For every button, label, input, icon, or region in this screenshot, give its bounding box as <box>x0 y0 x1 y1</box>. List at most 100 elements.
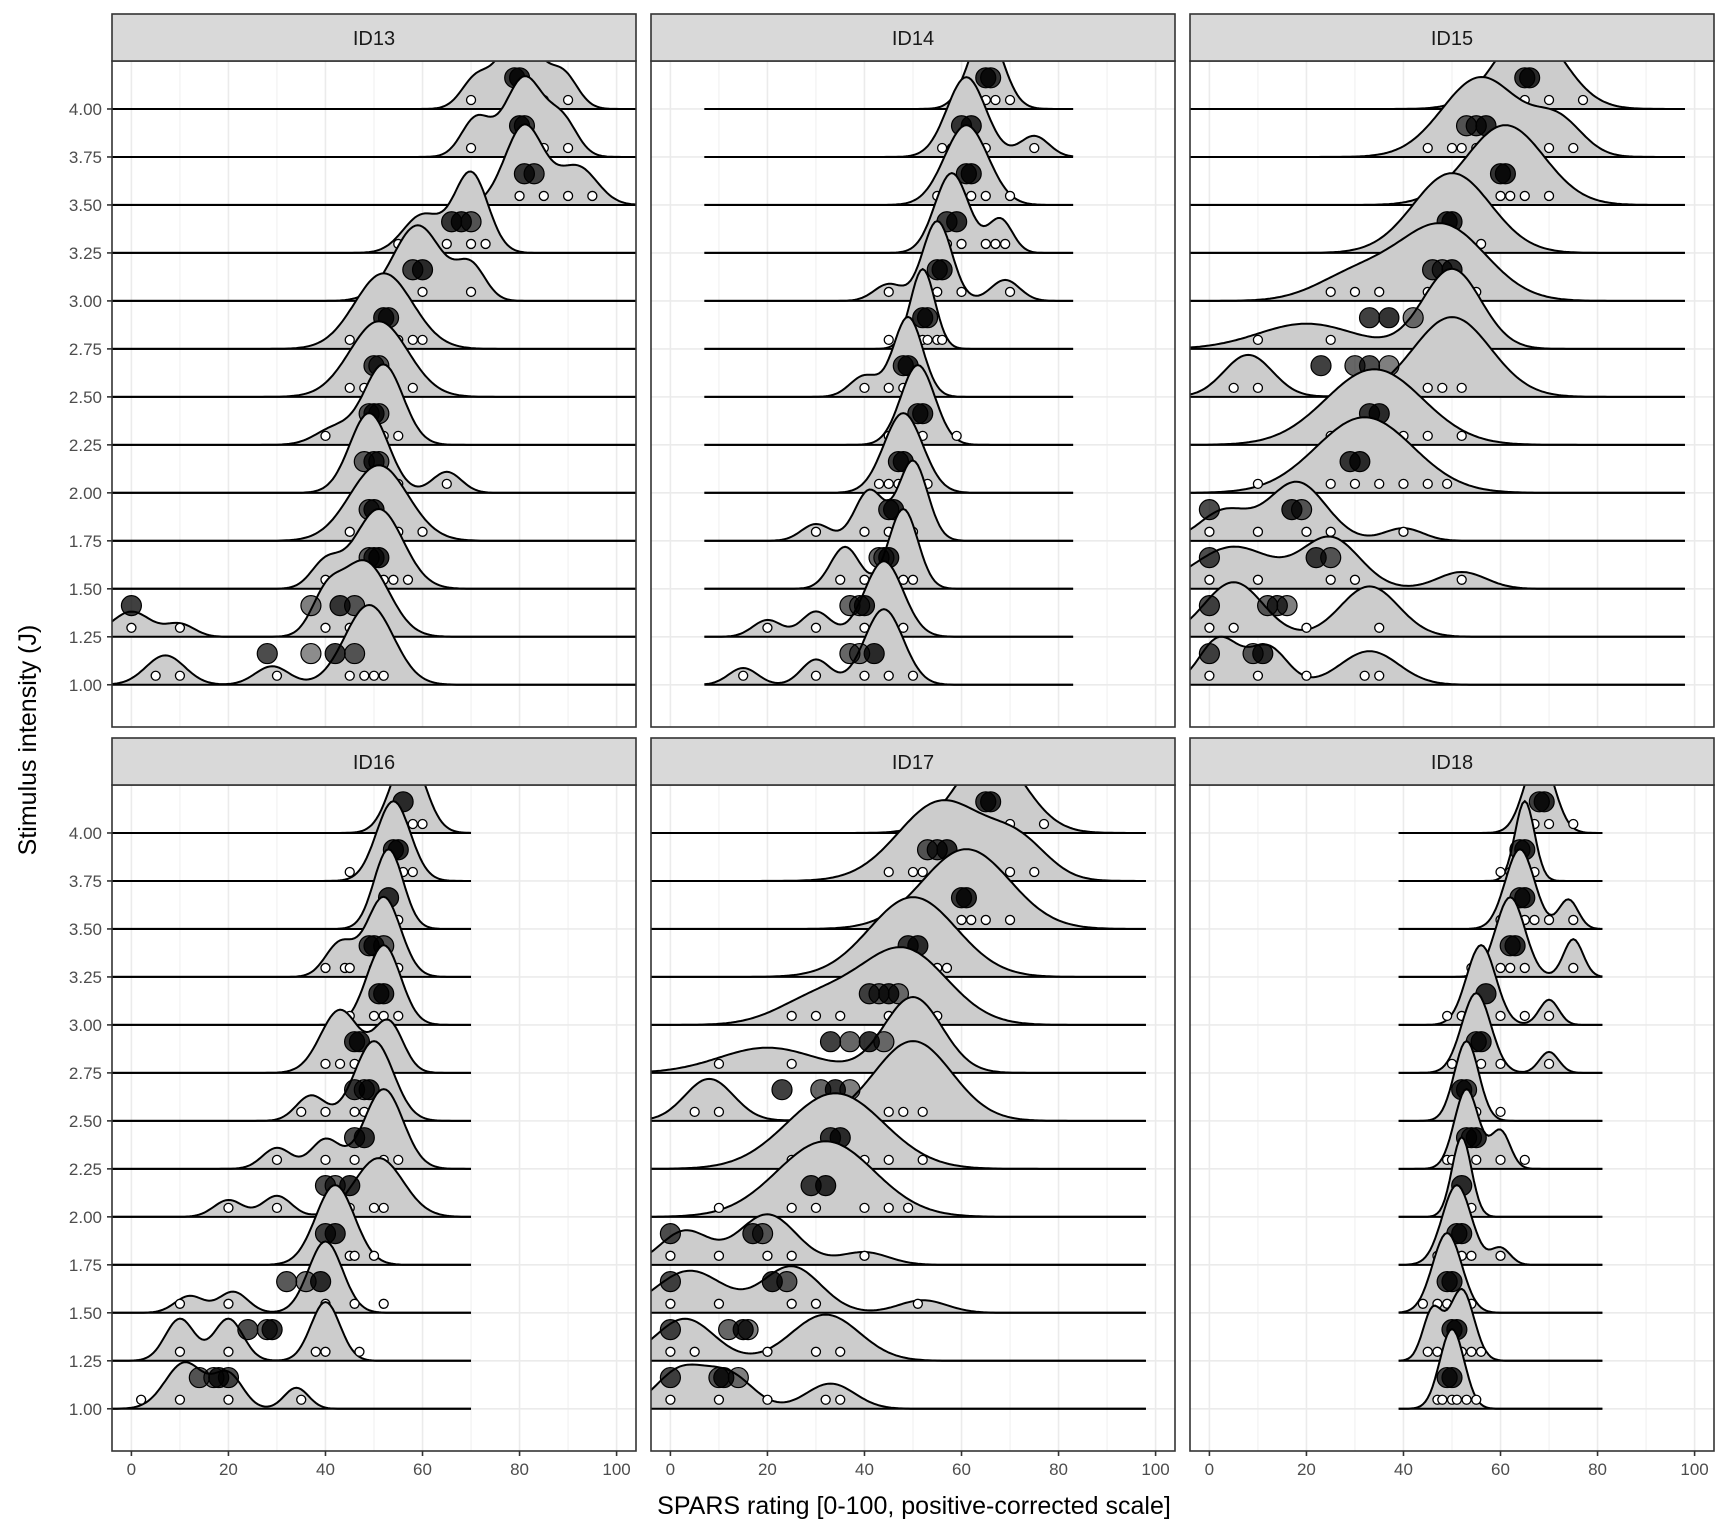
density-fill <box>651 1214 1146 1265</box>
rating-point <box>1204 574 1215 585</box>
rating-point <box>1252 334 1264 346</box>
rating-point <box>1374 478 1385 489</box>
ridge-1.00 <box>112 1361 472 1410</box>
density-fill <box>1190 77 1685 157</box>
rating-point <box>368 670 380 681</box>
rating-point <box>980 238 991 250</box>
mean-point <box>771 1079 793 1101</box>
rating-point <box>1004 190 1016 202</box>
rating-point <box>1252 478 1264 489</box>
density-fill <box>1190 317 1685 397</box>
rating-point <box>1204 622 1215 633</box>
facet-strip <box>111 737 637 786</box>
mean-point <box>887 983 910 1005</box>
density-fill <box>651 753 1146 833</box>
rating-point <box>883 334 894 346</box>
rating-point <box>883 1154 894 1166</box>
x-tick-label: 0 <box>666 1460 675 1479</box>
ridge-2.50 <box>650 1040 1146 1122</box>
ridge-3.50 <box>704 124 1074 206</box>
rating-point <box>378 670 389 681</box>
rating-point <box>344 670 355 681</box>
mean-point <box>324 642 346 665</box>
y-tick-label: 3.00 <box>69 292 102 311</box>
rating-point <box>1456 142 1467 154</box>
x-tick-label: 20 <box>1297 1460 1316 1479</box>
rating-point <box>1029 142 1040 154</box>
rating-point <box>271 1154 283 1166</box>
ridge-1.75 <box>1189 480 1685 542</box>
y-tick-label: 1.00 <box>69 676 102 695</box>
rating-point <box>344 962 355 974</box>
y-tick-label: 1.50 <box>69 580 102 599</box>
density-fill <box>651 897 1146 977</box>
mean-point <box>348 1031 371 1053</box>
x-tick-label: 20 <box>219 1460 238 1479</box>
rating-point <box>320 1346 331 1357</box>
density-fill <box>704 221 1074 301</box>
mean-point <box>276 1271 298 1293</box>
ridge-2.75 <box>704 267 1074 350</box>
rating-point <box>1568 142 1579 154</box>
y-axis-title: Stimulus intensity (J) <box>14 625 42 856</box>
rating-point <box>1543 94 1555 106</box>
density-fill <box>651 1314 1146 1361</box>
x-tick-label: 40 <box>316 1460 335 1479</box>
y-tick-label: 2.50 <box>69 1112 102 1131</box>
density-fill <box>704 609 1074 685</box>
rating-point <box>902 1202 914 1213</box>
density-fill <box>1398 753 1603 833</box>
rating-point <box>917 866 928 878</box>
mean-point <box>1358 307 1381 329</box>
rating-point <box>417 286 428 298</box>
density-fill <box>704 365 1074 445</box>
mean-point <box>776 1271 798 1293</box>
rating-point <box>441 238 452 250</box>
rating-point <box>344 866 355 878</box>
rating-point <box>562 94 574 106</box>
rating-point <box>388 574 399 585</box>
rating-point <box>1568 962 1579 974</box>
rating-point <box>713 1058 725 1070</box>
mean-point <box>916 307 939 329</box>
density-fill <box>651 1041 1146 1121</box>
mean-point <box>353 1127 375 1149</box>
rating-point <box>1466 1346 1477 1357</box>
density-fill <box>704 413 1074 493</box>
mean-point <box>1252 642 1274 665</box>
rating-point <box>762 622 773 633</box>
mean-point <box>217 1366 240 1389</box>
mean-point <box>1451 1223 1473 1245</box>
rating-point <box>1437 1394 1448 1405</box>
mean-point <box>523 163 545 185</box>
rating-point <box>956 238 967 250</box>
x-tick-label: 80 <box>1049 1460 1068 1479</box>
x-tick-label: 0 <box>127 1460 136 1479</box>
facet-strip <box>1189 13 1715 62</box>
rating-point <box>1301 670 1312 681</box>
mean-point <box>261 1319 283 1341</box>
mean-point <box>1198 499 1221 521</box>
mean-point <box>1504 935 1526 957</box>
rating-point <box>883 382 894 394</box>
rating-point <box>1417 1298 1429 1309</box>
density-fill <box>1190 268 1685 349</box>
rating-point <box>1374 670 1385 681</box>
x-tick-label: 0 <box>1205 1460 1214 1479</box>
rating-point <box>1577 94 1589 106</box>
rating-point <box>1475 1346 1487 1357</box>
ridge-1.25 <box>650 1313 1146 1362</box>
rating-point <box>1456 574 1467 585</box>
mean-point <box>1465 1127 1487 1149</box>
rating-point <box>786 1010 797 1022</box>
rating-point <box>310 1346 321 1357</box>
mean-point <box>960 163 982 185</box>
ridge-3.50 <box>112 123 637 206</box>
y-tick-label: 1.75 <box>69 532 102 551</box>
rating-point <box>174 1394 186 1405</box>
rating-point <box>665 1346 676 1357</box>
rating-point <box>393 1154 404 1166</box>
rating-point <box>665 1298 676 1309</box>
density-fill <box>704 173 1074 253</box>
rating-point <box>480 238 491 250</box>
